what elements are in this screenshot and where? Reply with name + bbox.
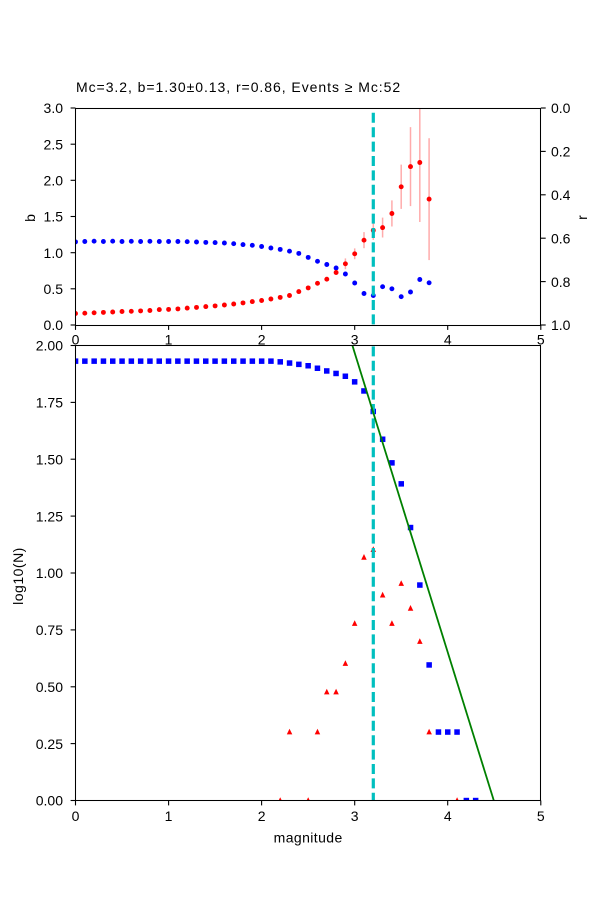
svg-text:3: 3: [351, 808, 359, 824]
svg-text:0.25: 0.25: [36, 736, 63, 752]
svg-text:magnitude: magnitude: [274, 829, 343, 845]
svg-text:1.25: 1.25: [36, 508, 63, 524]
svg-text:3.0: 3.0: [44, 100, 64, 116]
svg-text:4: 4: [444, 808, 452, 824]
svg-text:0.4: 0.4: [551, 187, 571, 203]
svg-text:1.75: 1.75: [36, 395, 63, 411]
svg-text:1: 1: [165, 808, 173, 824]
svg-text:0.75: 0.75: [36, 622, 63, 638]
svg-text:5: 5: [537, 808, 545, 824]
svg-text:1.00: 1.00: [36, 565, 63, 581]
svg-text:0.0: 0.0: [551, 100, 571, 116]
svg-text:2.5: 2.5: [44, 136, 64, 152]
svg-text:1.0: 1.0: [44, 245, 64, 261]
svg-text:0.50: 0.50: [36, 679, 63, 695]
svg-text:1.50: 1.50: [36, 451, 63, 467]
svg-text:log10(N): log10(N): [10, 547, 26, 605]
svg-text:0: 0: [72, 331, 80, 347]
svg-text:r: r: [574, 215, 590, 220]
svg-text:3: 3: [351, 331, 359, 347]
svg-text:2.0: 2.0: [44, 173, 64, 189]
svg-text:0.00: 0.00: [36, 793, 63, 809]
svg-text:5: 5: [537, 331, 545, 347]
svg-text:1: 1: [165, 331, 173, 347]
svg-text:1.0: 1.0: [551, 317, 571, 333]
svg-text:b: b: [22, 214, 38, 222]
svg-text:2.00: 2.00: [36, 338, 63, 354]
svg-text:0.8: 0.8: [551, 274, 571, 290]
svg-text:4: 4: [444, 331, 452, 347]
svg-text:Mc=3.2, b=1.30±0.13, r=0.86, E: Mc=3.2, b=1.30±0.13, r=0.86, Events ≥ Mc…: [76, 79, 401, 95]
svg-text:1.5: 1.5: [44, 209, 64, 225]
svg-text:0.0: 0.0: [44, 317, 64, 333]
svg-text:0.6: 0.6: [551, 230, 571, 246]
svg-text:0: 0: [72, 808, 80, 824]
svg-text:0.2: 0.2: [551, 144, 571, 160]
svg-text:2: 2: [258, 808, 266, 824]
svg-text:2: 2: [258, 331, 266, 347]
svg-text:0.5: 0.5: [44, 281, 64, 297]
